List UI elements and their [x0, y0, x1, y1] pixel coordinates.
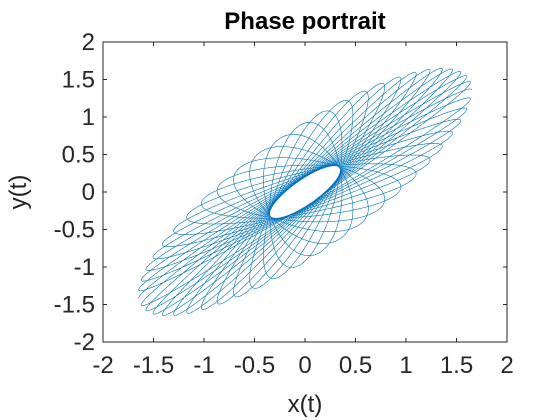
y-tick-label: 1.5 — [62, 67, 95, 94]
x-tick-label: -1.5 — [133, 352, 174, 379]
plot-area — [103, 42, 507, 342]
x-tick-label: 1 — [399, 352, 412, 379]
axes-box — [102, 41, 508, 343]
y-axis-label: y(t) — [5, 175, 32, 210]
y-tick-label: -1 — [74, 254, 95, 281]
x-tick-label: 2 — [500, 352, 513, 379]
chart-title: Phase portrait — [224, 8, 385, 35]
x-axis-label: x(t) — [288, 391, 323, 418]
y-tick-label: 1 — [82, 104, 95, 131]
phase-curve-1 — [138, 67, 472, 316]
x-tick-label: -1 — [193, 352, 214, 379]
y-tick-labels: -2 -1.5 -1 -0.5 0 0.5 1 1.5 2 — [54, 29, 95, 356]
x-tick-labels: -2 -1.5 -1 -0.5 0 0.5 1 1.5 2 — [92, 352, 513, 379]
y-tick-label: -1.5 — [54, 292, 95, 319]
x-tick-label: 0.5 — [339, 352, 372, 379]
x-tick-label: 1.5 — [440, 352, 473, 379]
y-tick-label: 2 — [82, 29, 95, 56]
x-tick-label: -2 — [92, 352, 113, 379]
y-tick-label: -2 — [74, 329, 95, 356]
y-tick-label: -0.5 — [54, 217, 95, 244]
x-tick-label: 0 — [298, 352, 311, 379]
x-tick-label: -0.5 — [234, 352, 275, 379]
curve-layer — [138, 67, 472, 316]
y-tick-label: 0 — [82, 179, 95, 206]
y-tick-label: 0.5 — [62, 142, 95, 169]
